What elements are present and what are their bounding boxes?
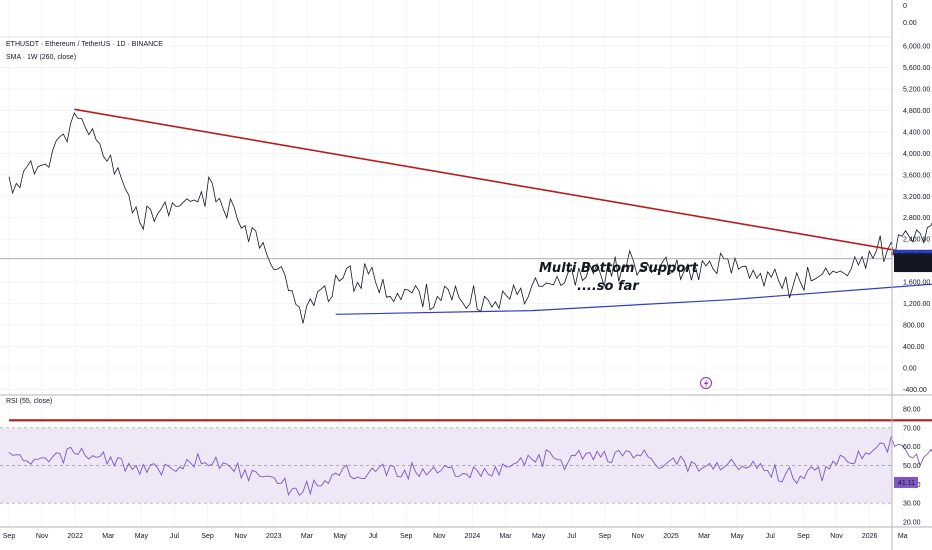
y-tick-label: 5,600.00 (903, 65, 930, 72)
x-tick-label: 2024 (465, 533, 481, 540)
price-label-bg (894, 261, 932, 273)
indicator-legend: SMA · 1W (260, close) (6, 54, 77, 61)
y-tick-label: 1,600.00 (903, 280, 930, 287)
x-tick-label: Sep (400, 533, 413, 540)
top-tick-label: 0 (903, 3, 907, 10)
x-tick-label: Mar (301, 533, 314, 540)
rsi-legend: RSI (55, close) (6, 398, 53, 405)
x-tick-label: May (532, 533, 546, 540)
x-tick-label: May (333, 533, 347, 540)
annotation-line-1: Multi Bottom Support (539, 261, 699, 276)
y-tick-label: -400.00 (903, 387, 927, 394)
x-tick-label: Jul (369, 533, 378, 540)
rsi-current-label: 41.11 (898, 480, 915, 487)
x-tick-label: May (135, 533, 149, 540)
symbol-title: ETHUSDT · Ethereum / TetherUS · 1D · BIN… (6, 41, 163, 48)
price-label-text: 2,034.17 (897, 256, 924, 263)
x-tick-label: 2022 (67, 533, 83, 540)
y-tick-label: 0.00 (903, 366, 917, 373)
x-tick-label: Mar (698, 533, 711, 540)
y-tick-label: 6,000.00 (903, 44, 930, 51)
y-tick-label: 2,800.00 (903, 215, 930, 222)
price-line (8, 112, 932, 324)
x-tick-label: Nov (234, 533, 247, 540)
y-tick-label: 400.00 (903, 344, 925, 351)
trendlines[interactable] (9, 108, 932, 512)
sma-line (335, 283, 932, 315)
x-tick-label: Ma (898, 533, 908, 540)
top-tick-label: 0.00 (903, 20, 917, 27)
lightning-icon[interactable] (700, 377, 712, 389)
x-tick-label: Jul (567, 533, 576, 540)
price-label-text: 08:12:07 (897, 264, 924, 271)
x-tick-label: Sep (599, 533, 612, 540)
rsi-band (0, 427, 892, 504)
x-tick-label: 2025 (663, 533, 679, 540)
x-tick-label: Nov (433, 533, 446, 540)
price-trendline-1 (74, 108, 932, 258)
x-tick-label: Jul (170, 533, 179, 540)
y-tick-label: 1,200.00 (903, 301, 930, 308)
rsi-tick-label: 80.00 (903, 407, 921, 414)
x-tick-label: May (731, 533, 745, 540)
x-tick-label: Mar (102, 533, 115, 540)
y-tick-label: 3,600.00 (903, 172, 930, 179)
x-tick-label: Sep (797, 533, 810, 540)
price-label-bg (894, 253, 932, 265)
rsi-tick-label: 60.00 (903, 444, 921, 451)
y-tick-label: 800.00 (903, 323, 925, 330)
x-tick-label: Nov (632, 533, 645, 540)
rsi-tick-label: 20.00 (903, 520, 921, 527)
annotation: Multi Bottom Support ....so far (539, 261, 699, 294)
annotation-line-2: ....so far (577, 279, 640, 294)
x-tick-labels: Sep Nov 2022 Mar May Jul Sep Nov 2023 Mar May Jul Se… (3, 533, 908, 540)
y-tick-label: 4,800.00 (903, 108, 930, 115)
y-tick-label: 4,000.00 (903, 151, 930, 158)
price-series (8, 112, 932, 324)
y-tick-label: 2,400.00 (903, 237, 930, 244)
rsi-tick-label: 70.00 (903, 425, 921, 432)
x-tick-label: Jul (766, 533, 775, 540)
x-tick-label: Nov (36, 533, 49, 540)
rsi-tick-label: 30.00 (903, 501, 921, 508)
y-tick-label: 5,200.00 (903, 86, 930, 93)
x-tick-label: Sep (3, 533, 16, 540)
rsi-current-bg (894, 476, 918, 488)
rsi-series (8, 435, 932, 496)
x-tick-label: Sep (201, 533, 214, 540)
x-tick-label: Mar (499, 533, 512, 540)
x-tick-label: Nov (830, 533, 843, 540)
rsi-tick-label: 50.00 (903, 463, 921, 470)
sma-series (335, 283, 932, 315)
x-tick-label: 2023 (266, 533, 282, 540)
rsi-line (8, 435, 932, 496)
y-tick-label: 4,400.00 (903, 129, 930, 136)
y-tick-label: 3,200.00 (903, 194, 930, 201)
x-tick-label: 2026 (862, 533, 878, 540)
